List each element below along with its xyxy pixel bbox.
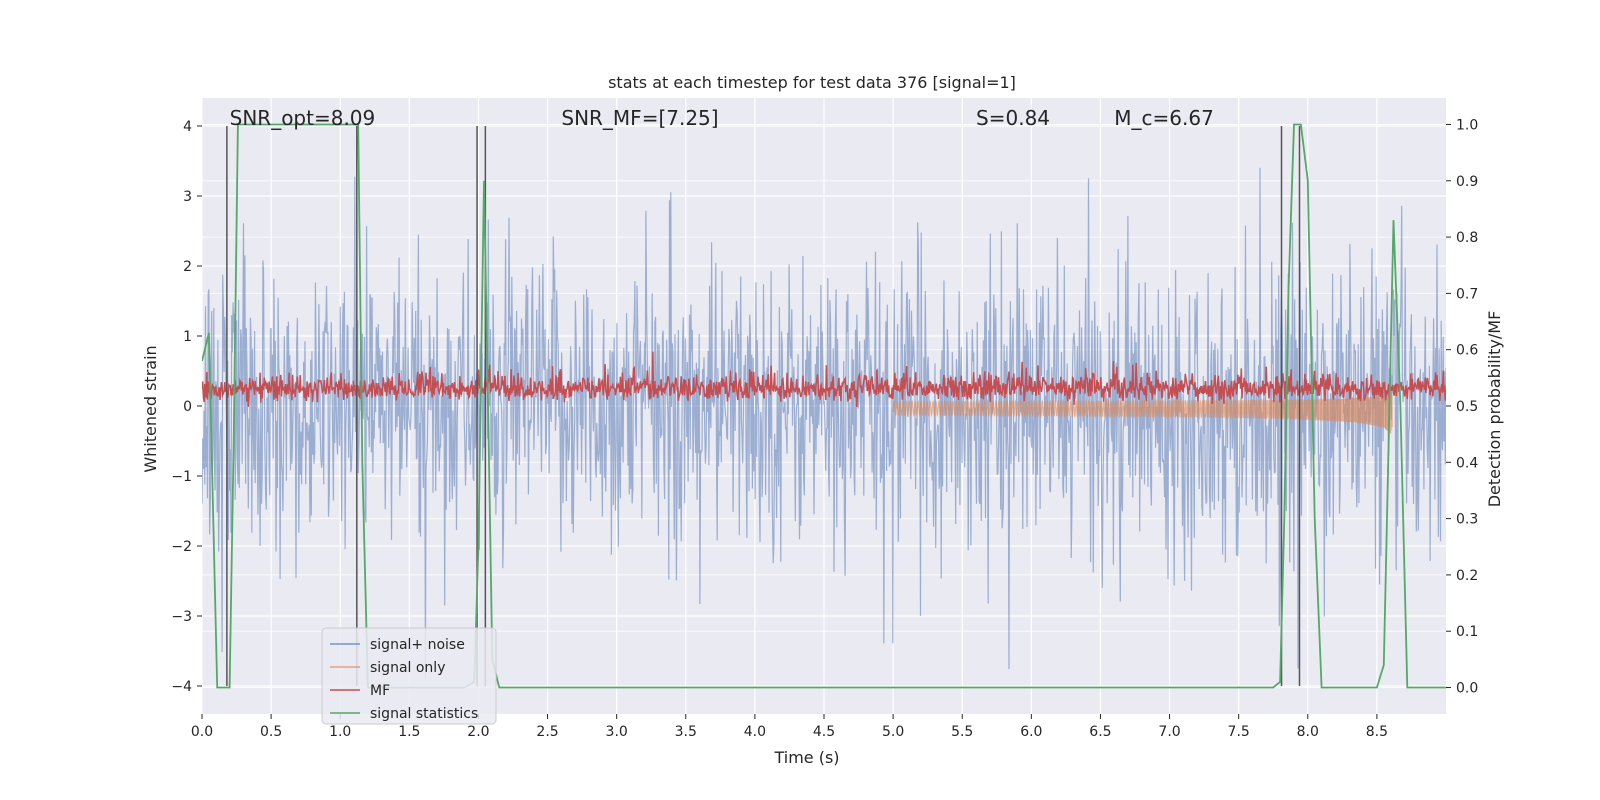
y-tick-label-2: −2 [171, 539, 192, 555]
x-tick-label-7: 3.5 [675, 724, 697, 740]
y2-tick-label-4: 0.4 [1456, 455, 1478, 471]
x-tick-label-9: 4.5 [813, 724, 835, 740]
x-tick-label-5: 2.5 [536, 724, 558, 740]
chart-title: stats at each timestep for test data 376… [608, 73, 1016, 92]
y2-tick-label-6: 0.6 [1456, 343, 1478, 359]
x-tick-label-8: 4.0 [744, 724, 766, 740]
y-tick-label-4: 0 [183, 399, 192, 415]
y2-tick-label-3: 0.3 [1456, 512, 1478, 528]
annotation-2: S=0.84 [976, 106, 1050, 130]
y2-tick-label-2: 0.2 [1456, 568, 1478, 584]
series-signal-statistics [202, 123, 1446, 689]
series-signal-noise [202, 167, 1446, 680]
x-tick-label-17: 8.5 [1366, 724, 1388, 740]
x-tick-label-12: 6.0 [1020, 724, 1042, 740]
y2-tick-label-10: 1.0 [1456, 117, 1478, 133]
x-tick-label-2: 1.0 [329, 724, 351, 740]
y-tick-label-8: 4 [183, 119, 192, 135]
legend-label-3: signal statistics [370, 706, 478, 722]
legend-label-2: MF [370, 683, 390, 699]
legend: signal+ noise signal only MF signal statist… [321, 627, 497, 725]
legend-box [321, 627, 497, 725]
x-tick-label-6: 3.0 [606, 724, 628, 740]
y2-tick-label-1: 0.1 [1456, 624, 1478, 640]
y2-tick-label-7: 0.7 [1456, 286, 1478, 302]
y-tick-label-3: −1 [171, 469, 192, 485]
y-tick-label-0: −4 [171, 679, 192, 695]
x-tick-label-15: 7.5 [1228, 724, 1250, 740]
x-tick-label-1: 0.5 [260, 724, 282, 740]
series-mf [202, 351, 1446, 408]
plot-area: 0.0 0.5 1.0 1.5 2.0 2.5 3.0 3.5 4.0 4.5 5.0 5.5 6.0 6… [171, 98, 1478, 740]
legend-label-0: signal+ noise [370, 637, 465, 653]
x-tick-label-4: 2.0 [467, 724, 489, 740]
x-axis-label: Time (s) [773, 748, 839, 767]
y-tick-label-6: 2 [183, 259, 192, 275]
y2-tick-label-8: 0.8 [1456, 230, 1478, 246]
plot-content [202, 123, 1446, 689]
y-axis-label: Whitened strain [141, 345, 160, 472]
x-tick-label-13: 6.5 [1089, 724, 1111, 740]
legend-label-1: signal only [370, 660, 445, 676]
x-tick-label-0: 0.0 [191, 724, 213, 740]
y-tick-label-1: −3 [171, 609, 192, 625]
series-signal-only [892, 391, 1393, 434]
y2-tick-label-0: 0.0 [1456, 681, 1478, 697]
x-tick-label-11: 5.5 [951, 724, 973, 740]
x-tick-label-10: 5.0 [882, 724, 904, 740]
x-tick-label-3: 1.5 [398, 724, 420, 740]
x-tick-label-14: 7.0 [1158, 724, 1180, 740]
y2-tick-label-9: 0.9 [1456, 174, 1478, 190]
y-tick-label-7: 3 [183, 189, 192, 205]
y2-tick-label-5: 0.5 [1456, 399, 1478, 415]
annotation-1: SNR_MF=[7.25] [561, 106, 718, 130]
y2-axis-label: Detection probability/MF [1485, 311, 1504, 508]
annotation-0: SNR_opt=8.09 [230, 106, 376, 130]
annotation-3: M_c=6.67 [1114, 106, 1214, 130]
y-tick-label-5: 1 [183, 329, 192, 345]
x-tick-label-16: 8.0 [1297, 724, 1319, 740]
